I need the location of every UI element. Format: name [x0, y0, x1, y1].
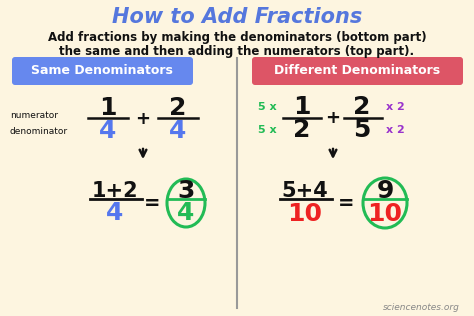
Text: 5 x: 5 x [258, 125, 277, 135]
Text: 10: 10 [288, 202, 322, 226]
Text: x 2: x 2 [386, 102, 405, 112]
Text: 4: 4 [169, 119, 187, 143]
Text: 4: 4 [177, 201, 195, 225]
Text: 3: 3 [177, 179, 195, 203]
Text: 2: 2 [353, 95, 371, 119]
Text: 10: 10 [367, 202, 402, 226]
Text: 2: 2 [293, 118, 310, 142]
Text: 5+4: 5+4 [282, 181, 328, 201]
FancyBboxPatch shape [12, 57, 193, 85]
Text: the same and then adding the numerators (top part).: the same and then adding the numerators … [59, 45, 415, 58]
Text: +: + [136, 110, 151, 128]
Text: 1: 1 [99, 96, 117, 120]
Text: x 2: x 2 [386, 125, 405, 135]
Text: 9: 9 [376, 179, 394, 203]
Text: How to Add Fractions: How to Add Fractions [112, 7, 362, 27]
Text: Same Denominators: Same Denominators [31, 64, 173, 77]
FancyBboxPatch shape [252, 57, 463, 85]
Text: 1: 1 [293, 95, 311, 119]
Text: numerator: numerator [10, 111, 58, 119]
Text: 4: 4 [100, 119, 117, 143]
Text: 1+2: 1+2 [91, 181, 138, 201]
Text: Different Denominators: Different Denominators [274, 64, 440, 77]
Text: denominator: denominator [10, 127, 68, 137]
Text: =: = [144, 193, 160, 212]
Text: 5 x: 5 x [258, 102, 277, 112]
Text: Add fractions by making the denominators (bottom part): Add fractions by making the denominators… [48, 32, 426, 45]
Text: 4: 4 [106, 201, 124, 225]
Text: 5: 5 [353, 118, 371, 142]
Text: +: + [326, 109, 340, 127]
Text: sciencenotes.org: sciencenotes.org [383, 303, 460, 313]
Text: 2: 2 [169, 96, 187, 120]
Text: =: = [338, 193, 354, 212]
